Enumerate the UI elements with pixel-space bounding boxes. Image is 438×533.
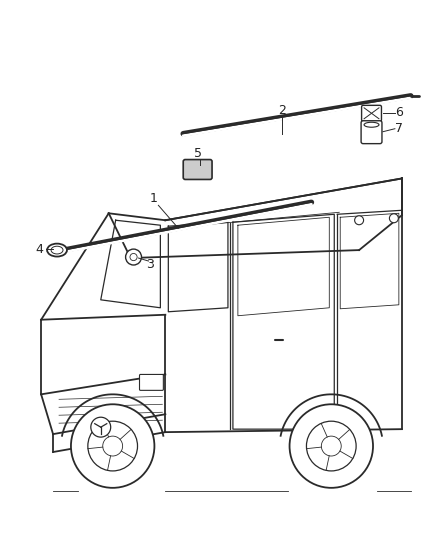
Text: 3: 3 [146, 257, 154, 271]
Circle shape [91, 417, 111, 437]
Text: 1: 1 [149, 192, 157, 205]
Text: 7: 7 [395, 122, 403, 135]
FancyBboxPatch shape [361, 121, 382, 144]
Text: 4: 4 [35, 243, 43, 256]
Circle shape [355, 216, 364, 225]
Circle shape [71, 404, 155, 488]
Circle shape [126, 249, 141, 265]
Ellipse shape [47, 244, 67, 256]
Ellipse shape [51, 246, 63, 254]
Circle shape [130, 254, 137, 261]
Circle shape [290, 404, 373, 488]
Text: 5: 5 [194, 147, 202, 160]
Circle shape [307, 421, 356, 471]
Circle shape [321, 436, 341, 456]
FancyBboxPatch shape [140, 375, 163, 390]
FancyBboxPatch shape [362, 106, 381, 122]
Text: 2: 2 [278, 104, 286, 117]
Circle shape [88, 421, 138, 471]
FancyBboxPatch shape [183, 159, 212, 180]
Ellipse shape [364, 122, 379, 127]
Text: 6: 6 [395, 106, 403, 119]
Circle shape [103, 436, 123, 456]
Circle shape [389, 214, 398, 223]
